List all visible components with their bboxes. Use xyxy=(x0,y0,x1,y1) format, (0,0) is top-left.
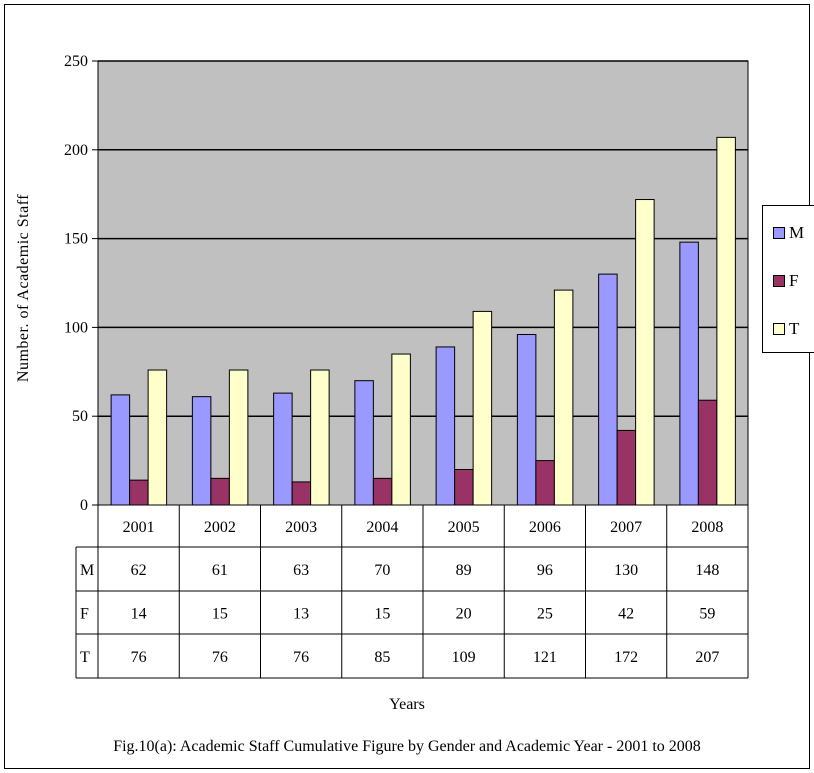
table-row-label-m: M xyxy=(80,562,94,579)
table-cell-m-2007: 130 xyxy=(614,562,638,579)
bar-f-2003 xyxy=(291,481,312,506)
table-cell-f-2005: 20 xyxy=(456,606,472,623)
table-cell-m-2001: 62 xyxy=(131,562,147,579)
chart-frame xyxy=(4,4,810,769)
bar-f-2001 xyxy=(129,479,149,506)
bar-m-2005 xyxy=(435,346,456,506)
bar-t-2007 xyxy=(635,199,655,506)
bar-f-2006 xyxy=(535,460,555,506)
table-cell-t-2004: 85 xyxy=(374,649,390,666)
table-cell-t-2007: 172 xyxy=(614,649,638,666)
bar-m-2008 xyxy=(679,241,699,506)
legend: M F T xyxy=(762,205,814,353)
y-tick-label: 50 xyxy=(72,408,88,425)
bar-f-2007 xyxy=(616,429,637,506)
y-tick-label: 250 xyxy=(64,53,88,70)
x-tick-label-2004: 2004 xyxy=(366,519,398,536)
table-cell-m-2004: 70 xyxy=(374,562,390,579)
table-cell-t-2001: 76 xyxy=(131,649,147,666)
table-cell-m-2002: 61 xyxy=(212,562,228,579)
x-tick-label-2001: 2001 xyxy=(123,519,155,536)
table-cell-f-2004: 15 xyxy=(374,606,390,623)
legend-swatch-t xyxy=(773,323,785,335)
table-cell-t-2008: 207 xyxy=(695,649,719,666)
table-cell-m-2006: 96 xyxy=(537,562,553,579)
table-row-label-f: F xyxy=(80,606,89,623)
bar-t-2008 xyxy=(716,136,736,506)
y-tick-label: 200 xyxy=(64,142,88,159)
x-axis-label: Years xyxy=(389,696,425,713)
x-tick-label-2002: 2002 xyxy=(204,519,236,536)
legend-label-m: M xyxy=(789,223,805,242)
bar-m-2006 xyxy=(516,334,537,506)
bar-f-2004 xyxy=(372,477,393,506)
y-tick-label: 0 xyxy=(80,497,88,514)
table-cell-t-2003: 76 xyxy=(293,649,309,666)
legend-item-f: F xyxy=(773,271,798,291)
bar-f-2005 xyxy=(454,468,474,506)
legend-item-t: T xyxy=(773,319,799,339)
x-tick-label-2008: 2008 xyxy=(691,519,723,536)
table-cell-f-2007: 42 xyxy=(618,606,634,623)
bar-f-2002 xyxy=(210,477,230,506)
table-cell-m-2005: 89 xyxy=(456,562,472,579)
x-tick-label-2006: 2006 xyxy=(529,519,561,536)
bar-f-2008 xyxy=(697,399,718,506)
table-cell-f-2008: 59 xyxy=(699,606,715,623)
bar-t-2006 xyxy=(553,289,574,506)
table-cell-t-2002: 76 xyxy=(212,649,228,666)
table-row-label-t: T xyxy=(80,649,90,666)
y-tick-label: 150 xyxy=(64,231,88,248)
figure-caption: Fig.10(a): Academic Staff Cumulative Fig… xyxy=(113,738,701,755)
legend-swatch-f xyxy=(773,275,785,287)
bar-m-2003 xyxy=(273,392,293,506)
legend-label-t: T xyxy=(789,319,800,338)
x-tick-label-2005: 2005 xyxy=(448,519,480,536)
y-axis-label-text: Number. of Academic Staff xyxy=(15,193,32,383)
table-cell-t-2006: 121 xyxy=(533,649,557,666)
bar-m-2007 xyxy=(598,273,618,506)
bar-m-2001 xyxy=(110,394,131,506)
table-cell-t-2005: 109 xyxy=(452,649,476,666)
legend-item-m: M xyxy=(773,223,804,243)
table-cell-f-2001: 14 xyxy=(131,606,147,623)
x-tick-label-2007: 2007 xyxy=(610,519,642,536)
bar-t-2005 xyxy=(472,310,493,506)
bar-m-2004 xyxy=(354,380,374,506)
table-cell-f-2002: 15 xyxy=(212,606,228,623)
table-cell-m-2008: 148 xyxy=(695,562,719,579)
bar-m-2002 xyxy=(191,396,212,506)
legend-swatch-m xyxy=(773,227,785,239)
table-cell-f-2003: 13 xyxy=(293,606,309,623)
bar-t-2002 xyxy=(228,369,249,506)
bar-t-2001 xyxy=(147,369,168,506)
bar-t-2003 xyxy=(310,369,330,506)
y-tick-label: 100 xyxy=(64,319,88,336)
table-cell-f-2006: 25 xyxy=(537,606,553,623)
legend-label-f: F xyxy=(789,271,799,290)
bar-t-2004 xyxy=(391,353,411,506)
table-cell-m-2003: 63 xyxy=(293,562,309,579)
x-tick-label-2003: 2003 xyxy=(285,519,317,536)
